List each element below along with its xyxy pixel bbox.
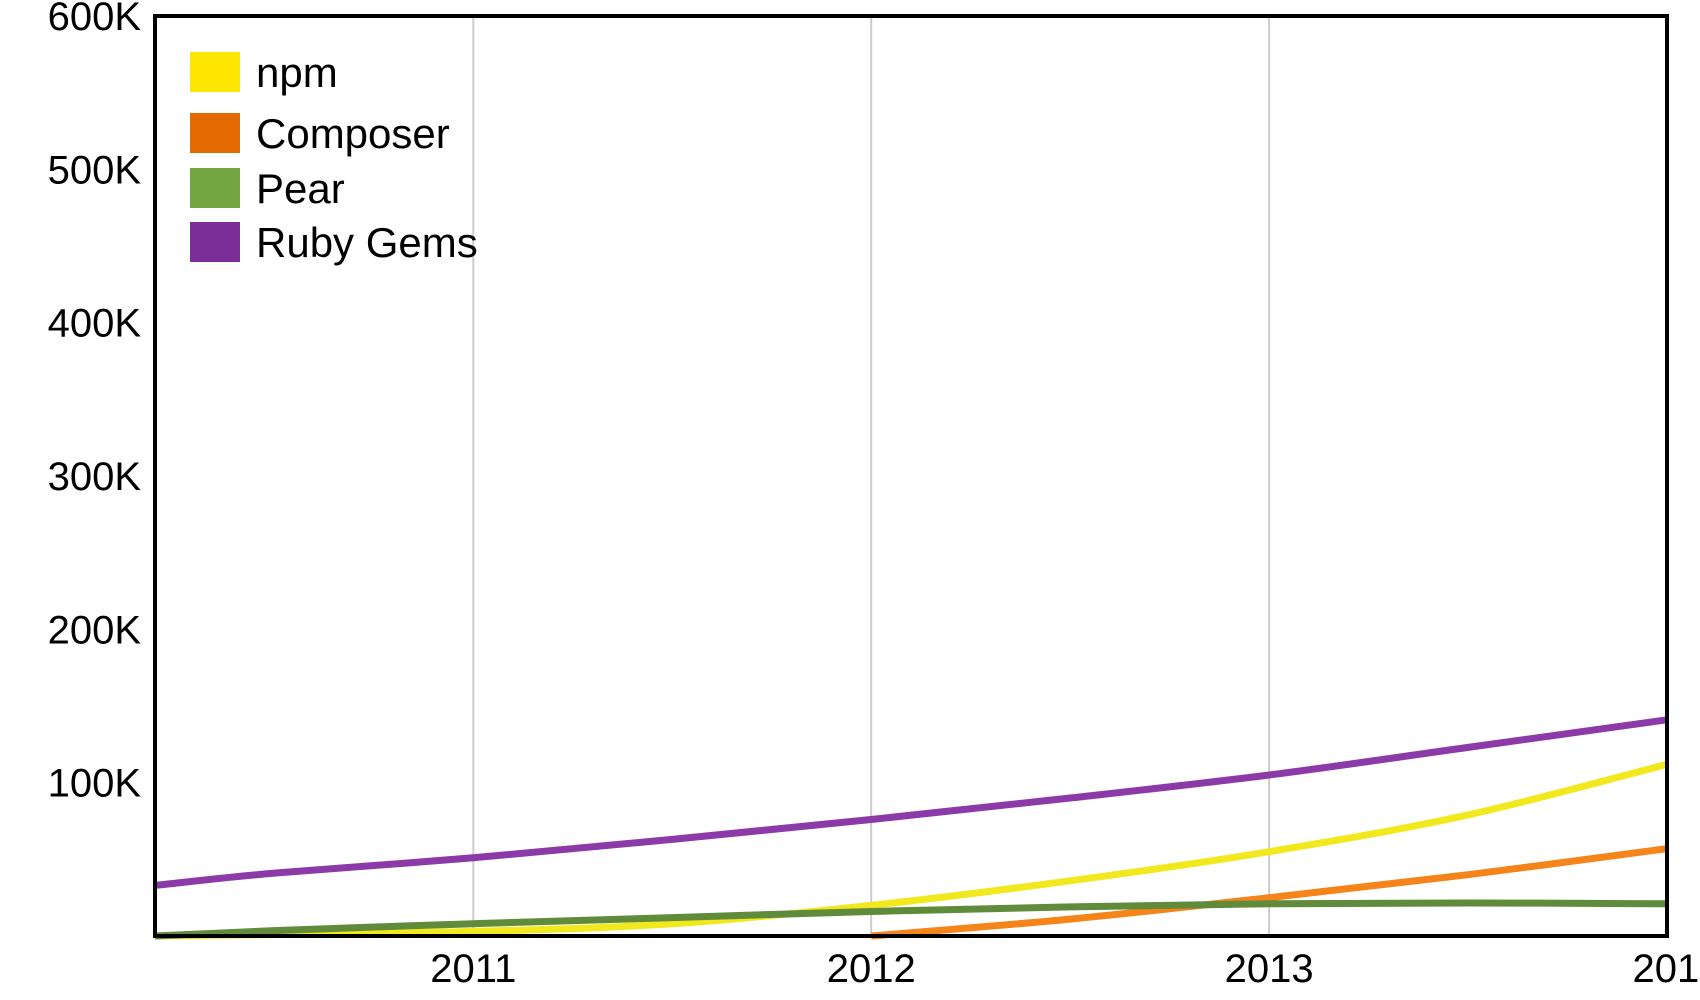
legend-label-composer: Composer bbox=[256, 110, 450, 157]
series-line-composer bbox=[870, 845, 1668, 940]
legend-label-ruby-gems: Ruby Gems bbox=[256, 219, 478, 266]
x-tick-label: 2014 bbox=[1633, 947, 1700, 991]
grid-layer bbox=[472, 16, 1271, 936]
series-layer bbox=[154, 716, 1668, 940]
legend-swatch-npm bbox=[190, 52, 240, 92]
y-tick-label: 400K bbox=[48, 302, 142, 346]
series-line-pear bbox=[154, 899, 1668, 940]
legend-swatch-composer bbox=[190, 113, 240, 153]
y-tick-label: 100K bbox=[48, 762, 142, 806]
y-tick-label: 200K bbox=[48, 608, 142, 652]
x-tick-label: 2012 bbox=[827, 947, 916, 991]
y-tick-label: 300K bbox=[48, 455, 142, 499]
legend: npm Composer Pear Ruby Gems bbox=[190, 49, 478, 266]
y-axis: 100K 200K 300K 400K 500K 600K bbox=[48, 0, 142, 806]
x-tick-label: 2011 bbox=[430, 947, 516, 991]
series-line-ruby-gems bbox=[154, 716, 1668, 889]
legend-label-npm: npm bbox=[256, 49, 338, 96]
x-tick-label: 2013 bbox=[1225, 947, 1314, 991]
y-tick-label: 600K bbox=[48, 0, 142, 39]
x-axis: 2011 2012 2013 2014 bbox=[430, 947, 1700, 991]
series-line-npm bbox=[154, 760, 1668, 940]
legend-label-pear: Pear bbox=[256, 165, 345, 212]
legend-swatch-pear bbox=[190, 168, 240, 208]
plot-frame bbox=[153, 14, 1669, 938]
y-tick-label: 500K bbox=[48, 148, 142, 192]
legend-swatch-ruby-gems bbox=[190, 222, 240, 262]
